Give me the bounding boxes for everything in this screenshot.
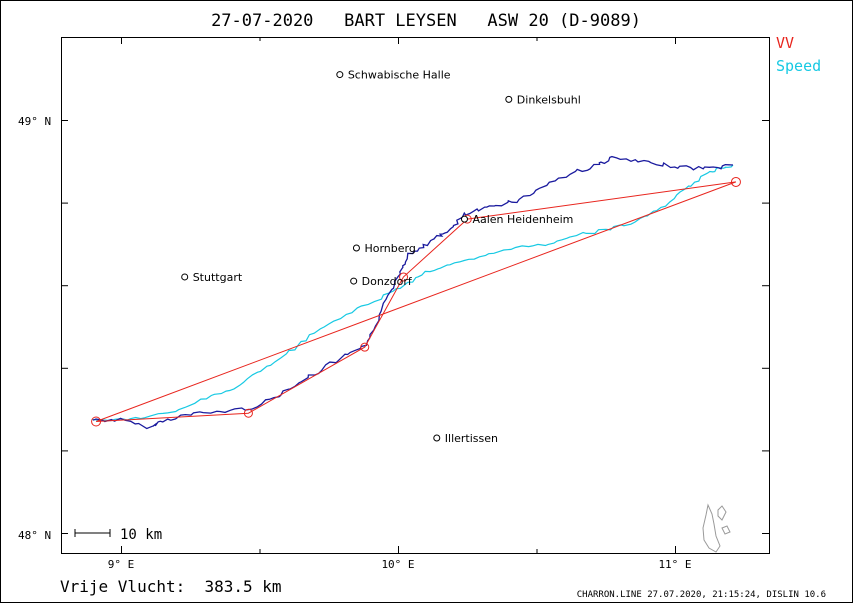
- vv-track: [92, 155, 734, 430]
- town-marker: [352, 244, 360, 252]
- town-marker: [336, 71, 344, 79]
- lon-label-10: 10° E: [381, 558, 414, 571]
- task-line: [95, 181, 737, 422]
- turnpoint-marker: [730, 176, 741, 187]
- plot-frame: [61, 37, 770, 554]
- town-marker: [350, 277, 358, 285]
- credits-label: CHARRON.LINE 27.07.2020, 21:15:24, DISLI…: [577, 590, 826, 600]
- turnpoint-marker: [399, 272, 409, 282]
- town-label: Hornberg: [364, 242, 415, 255]
- distance-label: Vrije Vlucht: 383.5 km: [60, 577, 282, 596]
- town-marker: [181, 273, 189, 281]
- town-marker: [460, 215, 468, 223]
- town-label: Donzdorf: [362, 275, 413, 288]
- lat-label-49: 49° N: [18, 115, 51, 128]
- legend-vv: VV: [776, 34, 794, 52]
- scale-bar: 10 km: [74, 527, 162, 543]
- town-label: Aalen Heidenheim: [472, 213, 573, 226]
- lat-label-48: 48° N: [18, 529, 51, 542]
- turnpoints: [91, 176, 741, 427]
- lake-outline: [702, 503, 731, 553]
- turnpoint-marker: [243, 408, 253, 418]
- town-label: Illertissen: [445, 432, 498, 445]
- lon-label-9: 9° E: [108, 558, 135, 571]
- scale-bar-label: 10 km: [120, 527, 162, 543]
- turnpoint-marker: [91, 416, 102, 427]
- speed-track: [91, 164, 734, 422]
- town-marker: [433, 434, 441, 442]
- legend-speed: Speed: [776, 57, 821, 75]
- town-label: Stuttgart: [193, 271, 243, 284]
- towns: Schwabische Halle Dinkelsbuhl Aalen Heiden…: [181, 69, 581, 445]
- lon-label-11: 11° E: [658, 558, 691, 571]
- axis-ticks: [61, 37, 769, 553]
- page-title: 27-07-2020 BART LEYSEN ASW 20 (D-9089): [211, 11, 641, 31]
- town-label: Schwabische Halle: [348, 69, 451, 82]
- town-label: Dinkelsbuhl: [517, 93, 581, 106]
- turnpoint-marker: [360, 342, 370, 352]
- town-marker: [505, 95, 513, 103]
